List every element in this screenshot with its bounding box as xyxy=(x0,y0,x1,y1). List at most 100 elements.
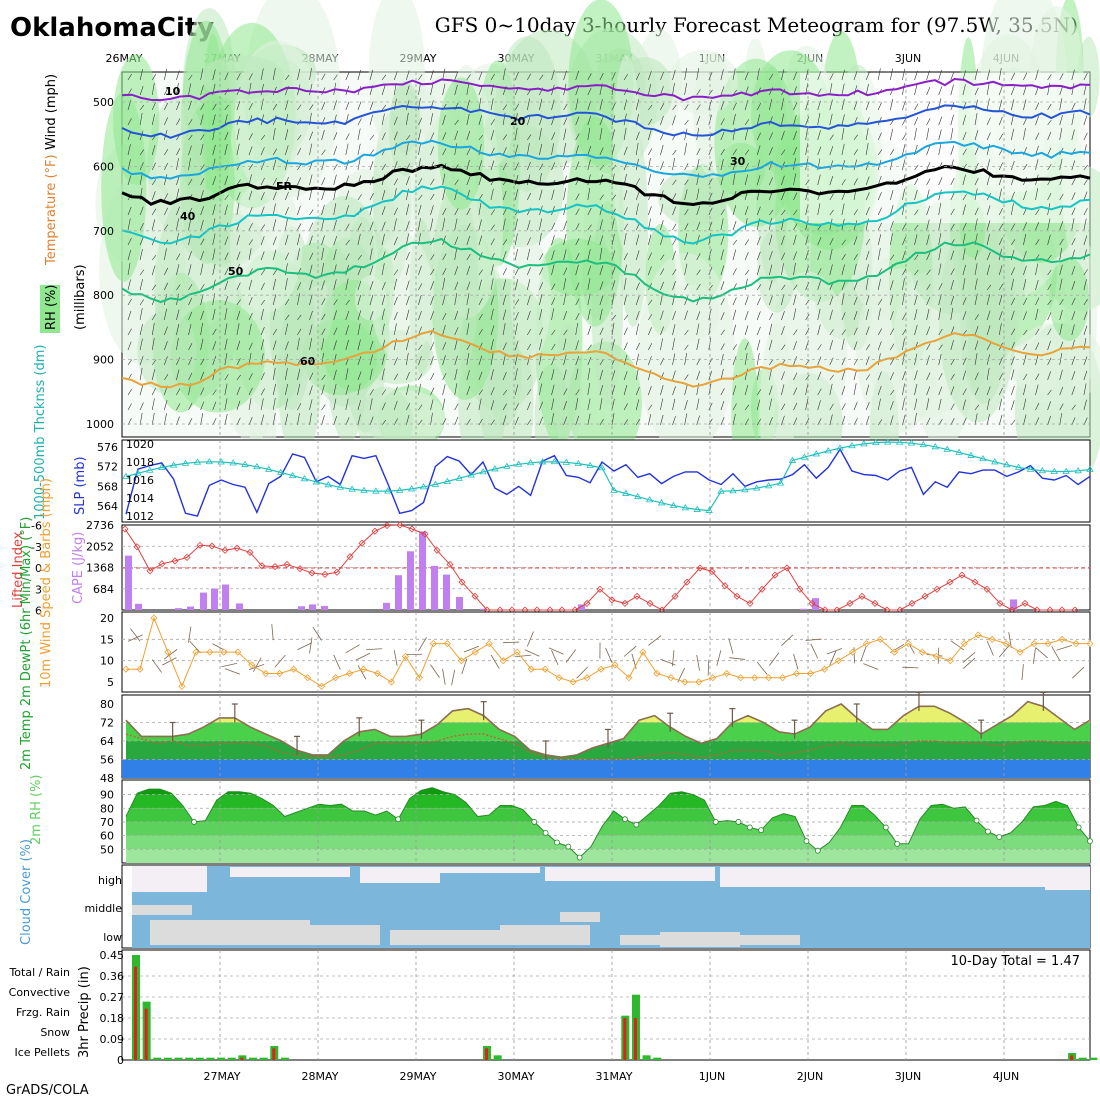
wind-barb xyxy=(684,353,687,366)
wind-barb xyxy=(829,340,833,351)
wind-barb xyxy=(962,115,967,126)
wind-barb xyxy=(357,69,361,81)
wind-barb-10m xyxy=(696,654,700,671)
wind-barb xyxy=(902,144,906,156)
wind-barb xyxy=(599,295,604,306)
wind-barb xyxy=(454,84,458,96)
wind-barb xyxy=(490,325,495,336)
wind-barb xyxy=(756,265,761,276)
wind-barb xyxy=(514,323,518,336)
wind-barb xyxy=(466,308,470,321)
cape-bar xyxy=(321,605,328,610)
wind-barb-10m xyxy=(716,650,722,666)
wind-barb xyxy=(321,247,324,261)
wind-barb xyxy=(793,130,797,141)
wind-barb xyxy=(962,101,967,111)
wind-barb xyxy=(539,115,543,126)
wind-barb xyxy=(672,250,676,261)
wind-barb xyxy=(962,204,966,216)
wind-barb xyxy=(587,87,592,96)
wind-barb xyxy=(769,147,773,156)
cloud-low-block xyxy=(390,930,500,945)
wind-barb xyxy=(188,283,193,291)
wind-barb xyxy=(200,294,204,306)
wind-barb xyxy=(865,344,871,351)
wind-barb xyxy=(1047,328,1052,336)
li-point xyxy=(208,542,216,550)
wind-barb-10m xyxy=(357,665,367,680)
wind-barb xyxy=(986,294,991,306)
wind-barb xyxy=(514,312,519,321)
wind-barb xyxy=(490,400,495,411)
wind-barb xyxy=(660,268,665,276)
wind-barb xyxy=(635,142,639,156)
wind-barb xyxy=(224,295,229,306)
wind-barb xyxy=(575,133,580,141)
rh-shading xyxy=(612,54,641,253)
wind-barb xyxy=(962,264,966,276)
wind-barb xyxy=(1011,297,1016,306)
wind-barb xyxy=(672,370,676,381)
rh-dry-region xyxy=(800,73,1089,223)
wind-barb xyxy=(563,400,567,411)
wind-barb xyxy=(514,189,519,201)
wind-barb xyxy=(998,99,1003,111)
wind-barb xyxy=(527,354,531,366)
wind-barb xyxy=(902,398,905,411)
wind-barb xyxy=(1035,239,1040,246)
wind-barb xyxy=(1011,99,1015,111)
wind-barb xyxy=(212,103,217,111)
wind-barb xyxy=(998,223,1004,231)
wind-barb xyxy=(744,129,749,141)
wind-barb xyxy=(176,309,180,321)
wind-barb xyxy=(1047,192,1052,201)
wind-barb xyxy=(853,253,858,261)
wind-barb-10m xyxy=(829,650,837,666)
wind-barb xyxy=(551,283,556,291)
wind-barb xyxy=(272,308,276,321)
wind-barb xyxy=(1035,69,1039,81)
wind-barb-10m xyxy=(524,649,540,657)
wind-barb xyxy=(151,219,156,231)
wind-barb xyxy=(285,129,289,141)
wind-barb xyxy=(890,401,894,411)
wind-barb xyxy=(333,100,337,111)
wind-barb xyxy=(176,284,181,291)
wind-barb xyxy=(1023,233,1027,246)
wind-barb xyxy=(333,279,337,291)
wind-barb xyxy=(660,161,664,171)
wind-barb xyxy=(841,127,845,141)
rh-point xyxy=(554,839,560,846)
wind-barb xyxy=(442,384,446,396)
wind-barb xyxy=(164,267,169,276)
precip-tick-label: 0.45 xyxy=(100,949,125,962)
wind-barb xyxy=(430,356,434,366)
wind-barb xyxy=(684,252,689,261)
wind-barb xyxy=(478,298,483,306)
wind-barb xyxy=(648,356,652,366)
wind-barb xyxy=(490,264,494,276)
wind-barb xyxy=(744,278,748,291)
wind-barb xyxy=(212,389,217,396)
wind-barb xyxy=(393,357,398,366)
thickness-point xyxy=(1086,465,1094,472)
wind-barb xyxy=(623,73,628,81)
wind-barb xyxy=(478,398,482,411)
wind-barb xyxy=(236,73,241,81)
wind-barb xyxy=(381,206,386,216)
wind-barb xyxy=(490,118,495,126)
wind-barb xyxy=(176,82,179,96)
wind-barb xyxy=(950,374,955,381)
wind-barb xyxy=(914,209,919,216)
wind-barb xyxy=(720,158,724,171)
wind-barb xyxy=(1071,297,1076,306)
wind-barb xyxy=(369,160,374,171)
wind-barb xyxy=(285,314,290,321)
wind-barb xyxy=(672,115,676,126)
wind-barb xyxy=(817,344,822,351)
wind-barb xyxy=(611,102,616,111)
wind-barb xyxy=(1059,193,1064,201)
wind-barb xyxy=(442,398,446,411)
wind-barb xyxy=(587,235,591,246)
